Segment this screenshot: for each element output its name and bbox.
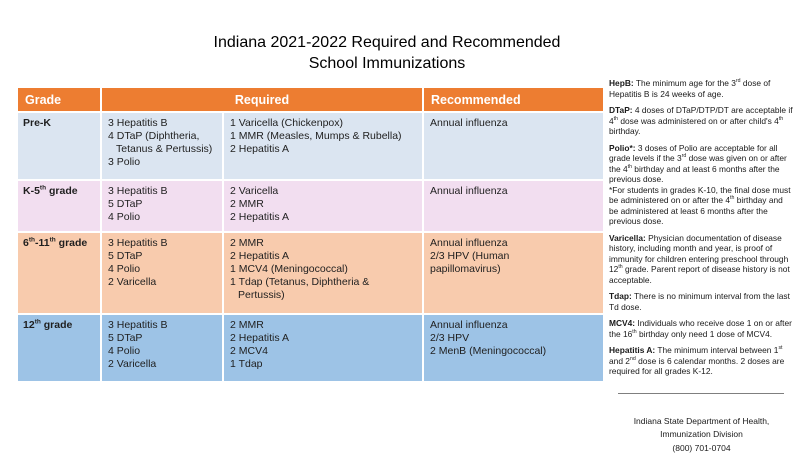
footnote: DTaP: 4 doses of DTaP/DTP/DT are accepta… — [609, 105, 793, 136]
vaccine-item: 2 Varicella — [230, 185, 279, 197]
footnote-term: Polio*: — [609, 142, 636, 153]
notes-list: HepB: The minimum age for the 3rd dose o… — [609, 78, 794, 377]
vaccine-item: 3 Hepatitis B — [108, 237, 168, 249]
vaccine-item: 2/3 HPV — [430, 332, 470, 344]
vaccine-item: 2 Hepatitis A — [230, 332, 289, 344]
vaccine-item: 1 MMR (Measles, Mumps & Rubella) — [230, 130, 402, 142]
vaccine-item: 3 Hepatitis B — [108, 117, 168, 129]
vaccine-item: 4 Polio — [108, 211, 141, 223]
footer-division: Immunization Division — [660, 429, 743, 439]
vaccine-item: Annual influenza — [430, 319, 508, 331]
header-grade: Grade — [18, 88, 100, 111]
footnote-term: HepB: — [609, 78, 634, 88]
footnote-term: Hepatitis A: — [609, 345, 656, 355]
notes-sidebar: HepB: The minimum age for the 3rd dose o… — [609, 78, 794, 455]
footnote: Polio*: 3 doses of Polio are acceptable … — [609, 142, 791, 227]
recommended-cell: Annual influenza — [424, 113, 603, 179]
vaccine-item: 2 MMR — [230, 319, 264, 331]
grade-cell: 12th grade — [18, 315, 100, 381]
immunization-table: Grade Required Recommended Pre-K 3 Hepati… — [16, 86, 605, 383]
vaccine-item: 1 MCV4 (Meningococcal) — [230, 263, 348, 275]
vaccine-item: 2 MMR — [230, 198, 264, 210]
vaccine-item: 4 Polio — [108, 345, 141, 357]
vaccine-item: 1 Tdap — [230, 358, 263, 370]
footnote: Tdap: There is no minimum interval from … — [609, 291, 790, 312]
recommended-cell: Annual influenza 2/3 HPV (Human papilloma… — [424, 233, 603, 313]
grade-cell: Pre-K — [18, 113, 100, 179]
header-recommended: Recommended — [424, 88, 603, 111]
title-line-1: Indiana 2021-2022 Required and Recommend… — [213, 34, 561, 51]
divider-line — [618, 392, 784, 394]
vaccine-item: 2/3 HPV (Human papillomavirus) — [430, 250, 510, 275]
vaccine-item: Annual influenza — [430, 185, 508, 197]
vaccine-item: 2 Hepatitis A — [230, 211, 289, 223]
footnote: HepB: The minimum age for the 3rd dose o… — [609, 78, 771, 99]
vaccine-item: 2 MMR — [230, 237, 264, 249]
footnote: Hepatitis A: The minimum interval betwee… — [609, 345, 785, 376]
recommended-cell: Annual influenza 2/3 HPV 2 MenB (Meningoco… — [424, 315, 603, 381]
page-title: Indiana 2021-2022 Required and Recommend… — [0, 32, 774, 74]
vaccine-item: Annual influenza — [430, 237, 508, 249]
grade-cell: 6th-11th grade — [18, 233, 100, 313]
title-line-2: School Immunizations — [308, 55, 466, 72]
vaccine-item: 2 Hepatitis A — [230, 250, 289, 262]
grade-cell: K-5th grade — [18, 181, 100, 231]
vaccine-item: 3 Polio — [108, 156, 141, 168]
vaccine-item: 1 Varicella (Chickenpox) — [230, 117, 344, 129]
footnote-term: Varicella: — [609, 232, 646, 243]
footnote: MCV4: Individuals who receive dose 1 on … — [609, 318, 792, 339]
vaccine-item: 4 Polio — [108, 263, 141, 275]
vaccine-item: Annual influenza — [430, 117, 508, 129]
vaccine-item: 2 MCV4 — [230, 345, 268, 357]
header-required: Required — [102, 88, 422, 111]
vaccine-item: 2 Varicella — [108, 276, 157, 288]
vaccine-item: 1 Tdap (Tetanus, Diphtheria & Pertussis) — [230, 276, 370, 301]
vaccine-item: 3 Hepatitis B — [108, 185, 168, 197]
footer-org: Indiana State Department of Health, — [633, 415, 770, 426]
footnote-term: MCV4: — [609, 318, 636, 328]
vaccine-item: 4 DTaP (Diphtheria, Tetanus & Pertussis) — [108, 130, 213, 155]
footnote-term: DTaP: — [609, 105, 633, 115]
vaccine-item: 5 DTaP — [108, 198, 143, 210]
vaccine-item: 2 MenB (Meningococcal) — [430, 345, 547, 357]
vaccine-item: 5 DTaP — [108, 332, 143, 344]
required-cell-b: 1 Varicella (Chickenpox) 1 MMR (Measles, … — [224, 113, 422, 179]
footer-contact: Indiana State Department of Health, Immu… — [609, 415, 794, 456]
footnote-term: Tdap: — [609, 291, 632, 301]
table-header-row: Grade Required Recommended — [18, 88, 603, 111]
footer-phone: (800) 701-0704 — [672, 442, 731, 453]
required-cell-b: 2 Varicella 2 MMR 2 Hepatitis A — [224, 181, 422, 231]
recommended-cell: Annual influenza — [424, 181, 603, 231]
vaccine-item: 5 DTaP — [108, 250, 143, 262]
footnote: Varicella: Physician documentation of di… — [609, 232, 790, 285]
vaccine-item: 2 Varicella — [108, 358, 157, 370]
vaccine-item: 2 Hepatitis A — [230, 143, 289, 155]
vaccine-item: 3 Hepatitis B — [108, 319, 168, 331]
